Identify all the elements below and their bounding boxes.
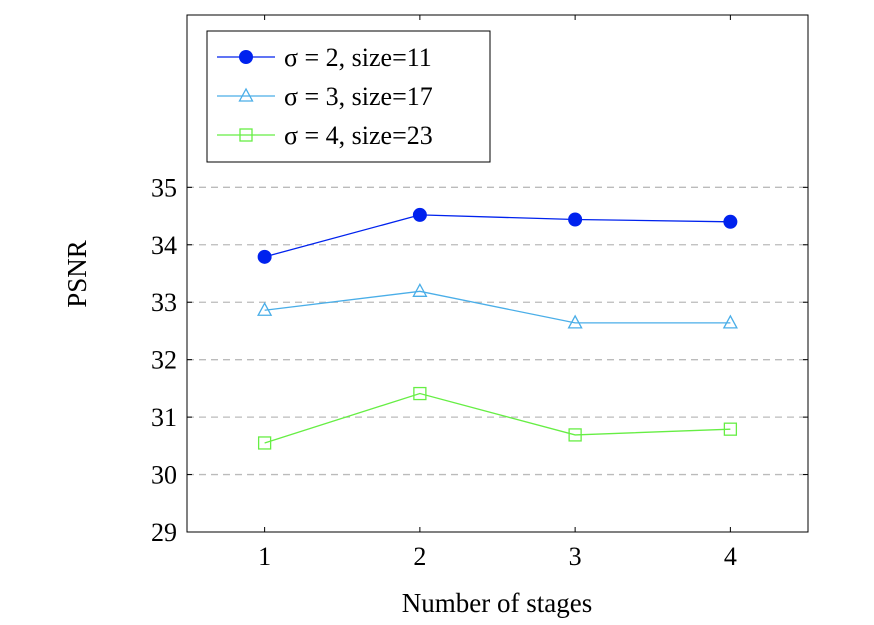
legend-label: σ = 3, size=17	[284, 82, 433, 111]
series-line	[264, 290, 731, 324]
series-line	[264, 392, 731, 444]
data-point-triangle	[722, 314, 738, 329]
grid-lines	[187, 186, 808, 476]
series-3	[257, 386, 738, 450]
legend: σ = 2, size=11 σ = 3, size=17 σ = 4, size=…	[206, 30, 491, 163]
data-point-circle	[723, 214, 738, 229]
x-tick-label: 2	[413, 542, 426, 571]
data-point-square	[239, 128, 253, 142]
series-line	[264, 214, 731, 258]
data-point-square	[413, 386, 427, 401]
series-layer	[257, 207, 738, 450]
x-tick-label: 3	[569, 542, 582, 571]
data-point-square	[568, 428, 582, 442]
series-2	[257, 282, 738, 329]
data-point-circle	[412, 207, 427, 222]
data-point-circle	[239, 50, 253, 64]
x-tick-label: 1	[258, 542, 271, 571]
y-tick-label: 31	[151, 403, 177, 432]
legend-entry: σ = 3, size=17	[217, 82, 433, 111]
data-point-triangle	[257, 301, 273, 316]
data-point-circle	[568, 212, 583, 227]
data-point-triangle	[238, 87, 254, 102]
x-tick-label: 4	[724, 542, 737, 571]
y-axis-label: PSNR	[62, 240, 92, 308]
y-tick-label: 29	[151, 518, 177, 547]
data-point-square	[723, 422, 738, 436]
data-point-triangle	[412, 282, 428, 297]
x-axis-label: Number of stages	[402, 588, 592, 618]
data-point-circle	[257, 249, 272, 264]
y-tick-label: 34	[151, 231, 177, 260]
data-point-triangle	[567, 314, 583, 329]
data-point-square	[257, 436, 272, 450]
y-tick-label: 35	[151, 173, 177, 202]
plot-frame	[186, 14, 809, 533]
series-1	[257, 207, 738, 264]
y-tick-label: 32	[151, 346, 177, 375]
legend-label: σ = 4, size=23	[284, 121, 433, 150]
y-tick-label: 30	[151, 461, 177, 490]
legend-label: σ = 2, size=11	[284, 43, 432, 72]
y-tick-label: 33	[151, 288, 177, 317]
legend-entry: σ = 4, size=23	[217, 121, 433, 150]
legend-entry: σ = 2, size=11	[217, 43, 432, 72]
